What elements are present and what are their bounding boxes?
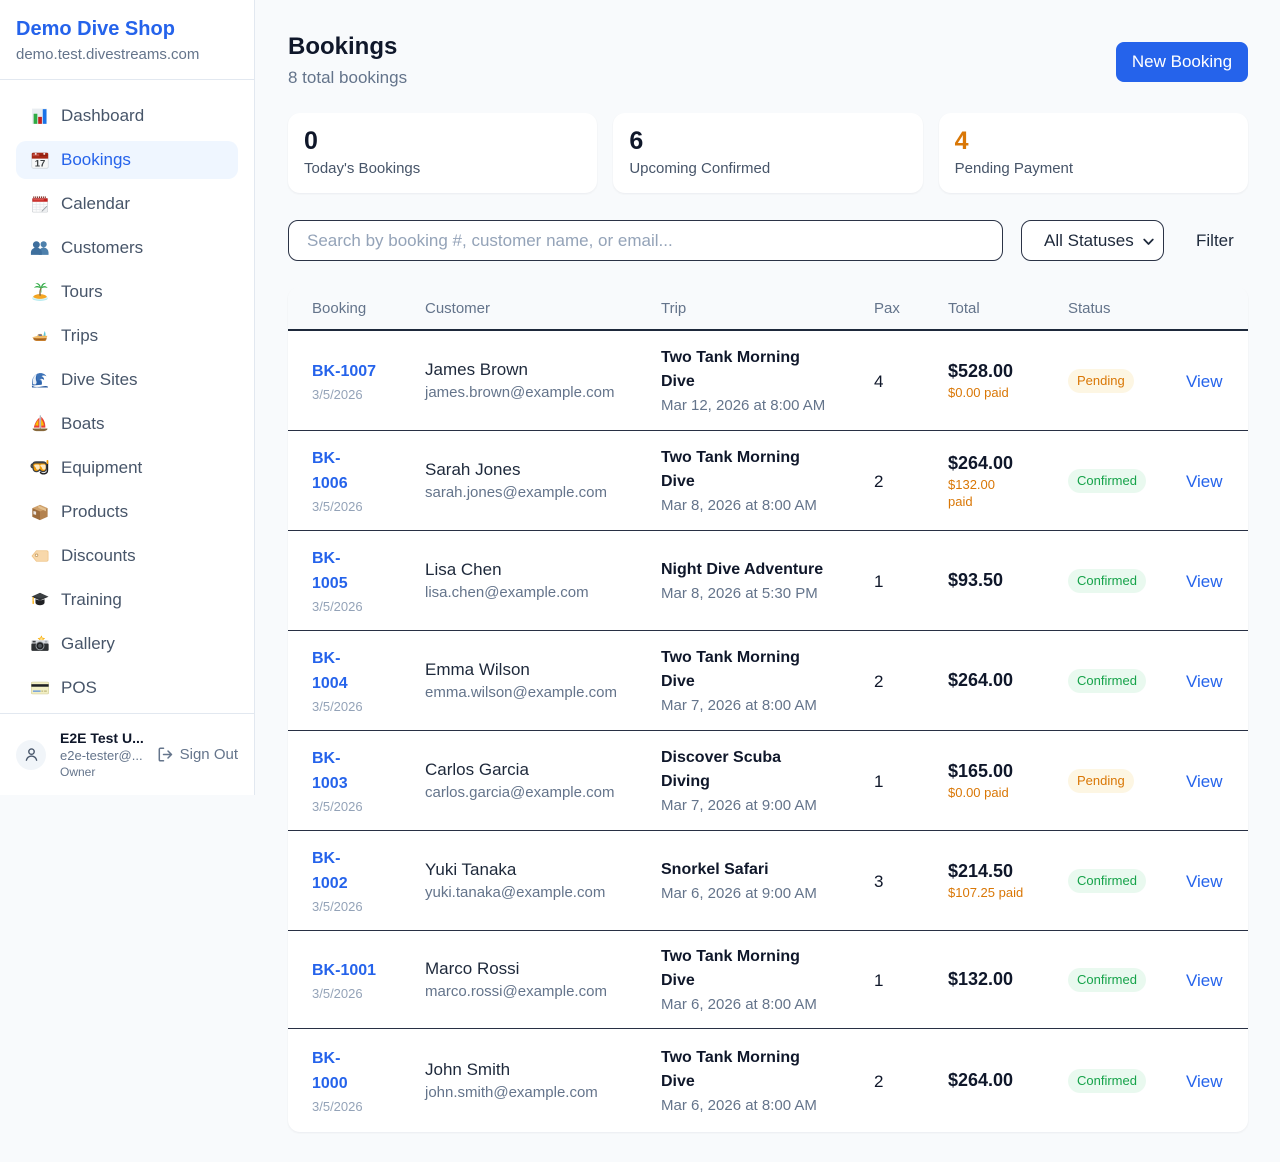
svg-text:17: 17 xyxy=(35,159,46,170)
